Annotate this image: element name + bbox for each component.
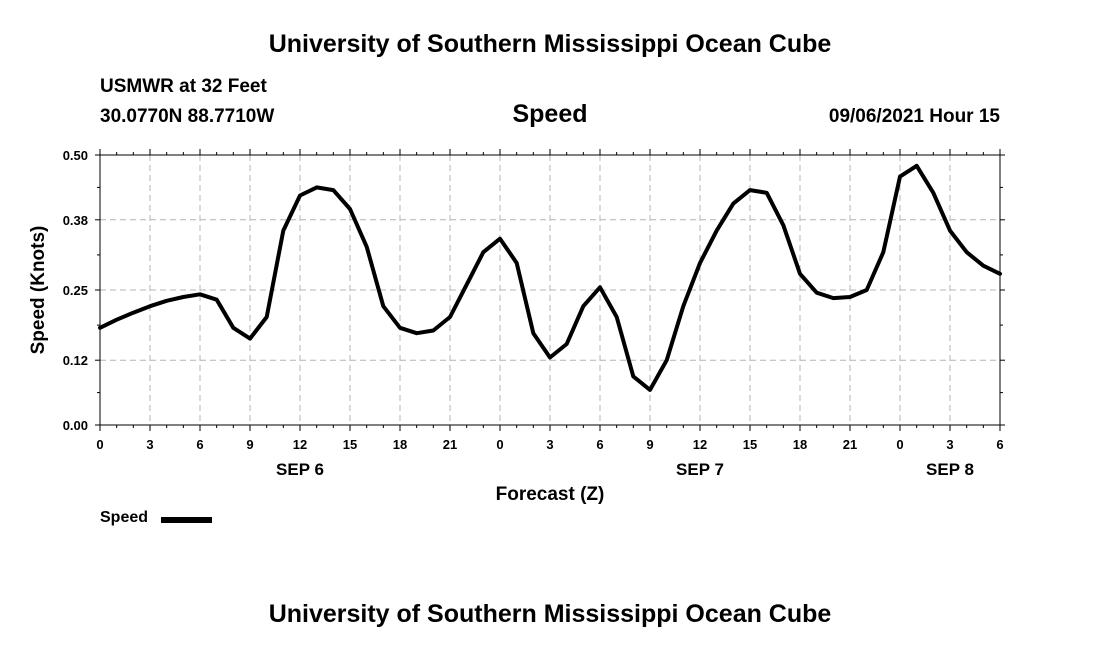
timestamp-label: 09/06/2021 Hour 15 [828,106,1000,127]
y-tick-label: 0.25 [63,283,88,298]
variable-title: Speed [512,100,588,128]
y-axis-label: Speed (Knots) [28,226,49,355]
y-tick-label: 0.38 [63,213,88,228]
x-tick-label: 12 [293,437,307,452]
chart-header-title: University of Southern Mississippi Ocean… [268,30,832,58]
x-tick-label: 21 [843,437,857,452]
series-line-speed [98,163,1002,392]
x-tick-label: 3 [546,437,553,452]
day-label: SEP 8 [926,460,974,479]
x-tick-label: 12 [693,437,707,452]
x-tick-label: 9 [246,437,253,452]
chart-footer-title: University of Southern Mississippi Ocean… [268,600,832,628]
x-tick-label: 15 [743,437,757,452]
x-tick-label: 0 [96,437,103,452]
y-tick-label: 0.00 [63,418,88,433]
coordinates-label: 30.0770N 88.7710W [100,106,275,127]
y-tick-label: 0.50 [63,148,88,163]
x-tick-label: 0 [496,437,503,452]
day-label: SEP 7 [676,460,724,479]
x-tick-label: 3 [146,437,153,452]
x-tick-label: 21 [443,437,457,452]
x-axis-label: Forecast (Z) [496,484,605,505]
legend-swatch [161,517,212,523]
x-tick-label: 18 [393,437,407,452]
station-label: USMWR at 32 Feet [100,76,267,97]
plot-frame [99,154,1001,426]
day-label: SEP 6 [276,460,324,479]
x-tick-label: 18 [793,437,807,452]
x-tick-label: 3 [946,437,953,452]
x-tick-label: 6 [196,437,203,452]
legend-label: Speed [100,509,149,526]
x-tick-label: 9 [646,437,653,452]
x-tick-label: 6 [596,437,603,452]
x-tick-label: 15 [343,437,357,452]
y-tick-label: 0.12 [63,353,88,368]
x-tick-label: 6 [996,437,1003,452]
x-tick-label: 0 [896,437,903,452]
